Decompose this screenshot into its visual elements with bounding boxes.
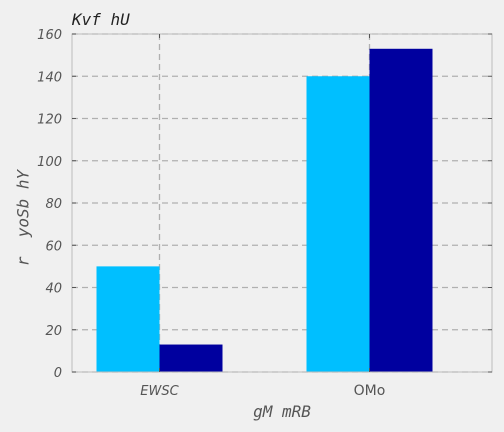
bar-OMo-series-1 xyxy=(306,76,370,372)
y-axis-label: r yoSb hY xyxy=(14,168,33,266)
x-tick-label: OMo xyxy=(354,383,386,399)
x-tick-label: EWSC xyxy=(140,384,179,399)
bar-OMo-series-2 xyxy=(369,48,433,372)
chart-title: Kvf hU xyxy=(71,10,130,29)
y-tick-label: 160 xyxy=(37,28,62,43)
y-tick-label: 120 xyxy=(37,113,62,128)
x-axis-label: gM mRB xyxy=(253,402,311,421)
axis-ticks: 0 20 40 60 80 100 120 140 160 EWSC OMo xyxy=(37,28,492,399)
y-tick-label: 100 xyxy=(37,155,62,170)
y-tick-label: 40 xyxy=(45,282,62,297)
bar-EWSC-series-1 xyxy=(96,266,160,372)
y-tick-label: 140 xyxy=(37,70,62,85)
bar-EWSC-series-2 xyxy=(159,344,223,372)
y-tick-label: 60 xyxy=(45,239,62,254)
y-tick-label: 20 xyxy=(45,324,62,339)
y-tick-label: 0 xyxy=(54,366,62,381)
bars xyxy=(96,48,433,372)
y-tick-label: 80 xyxy=(45,197,62,212)
